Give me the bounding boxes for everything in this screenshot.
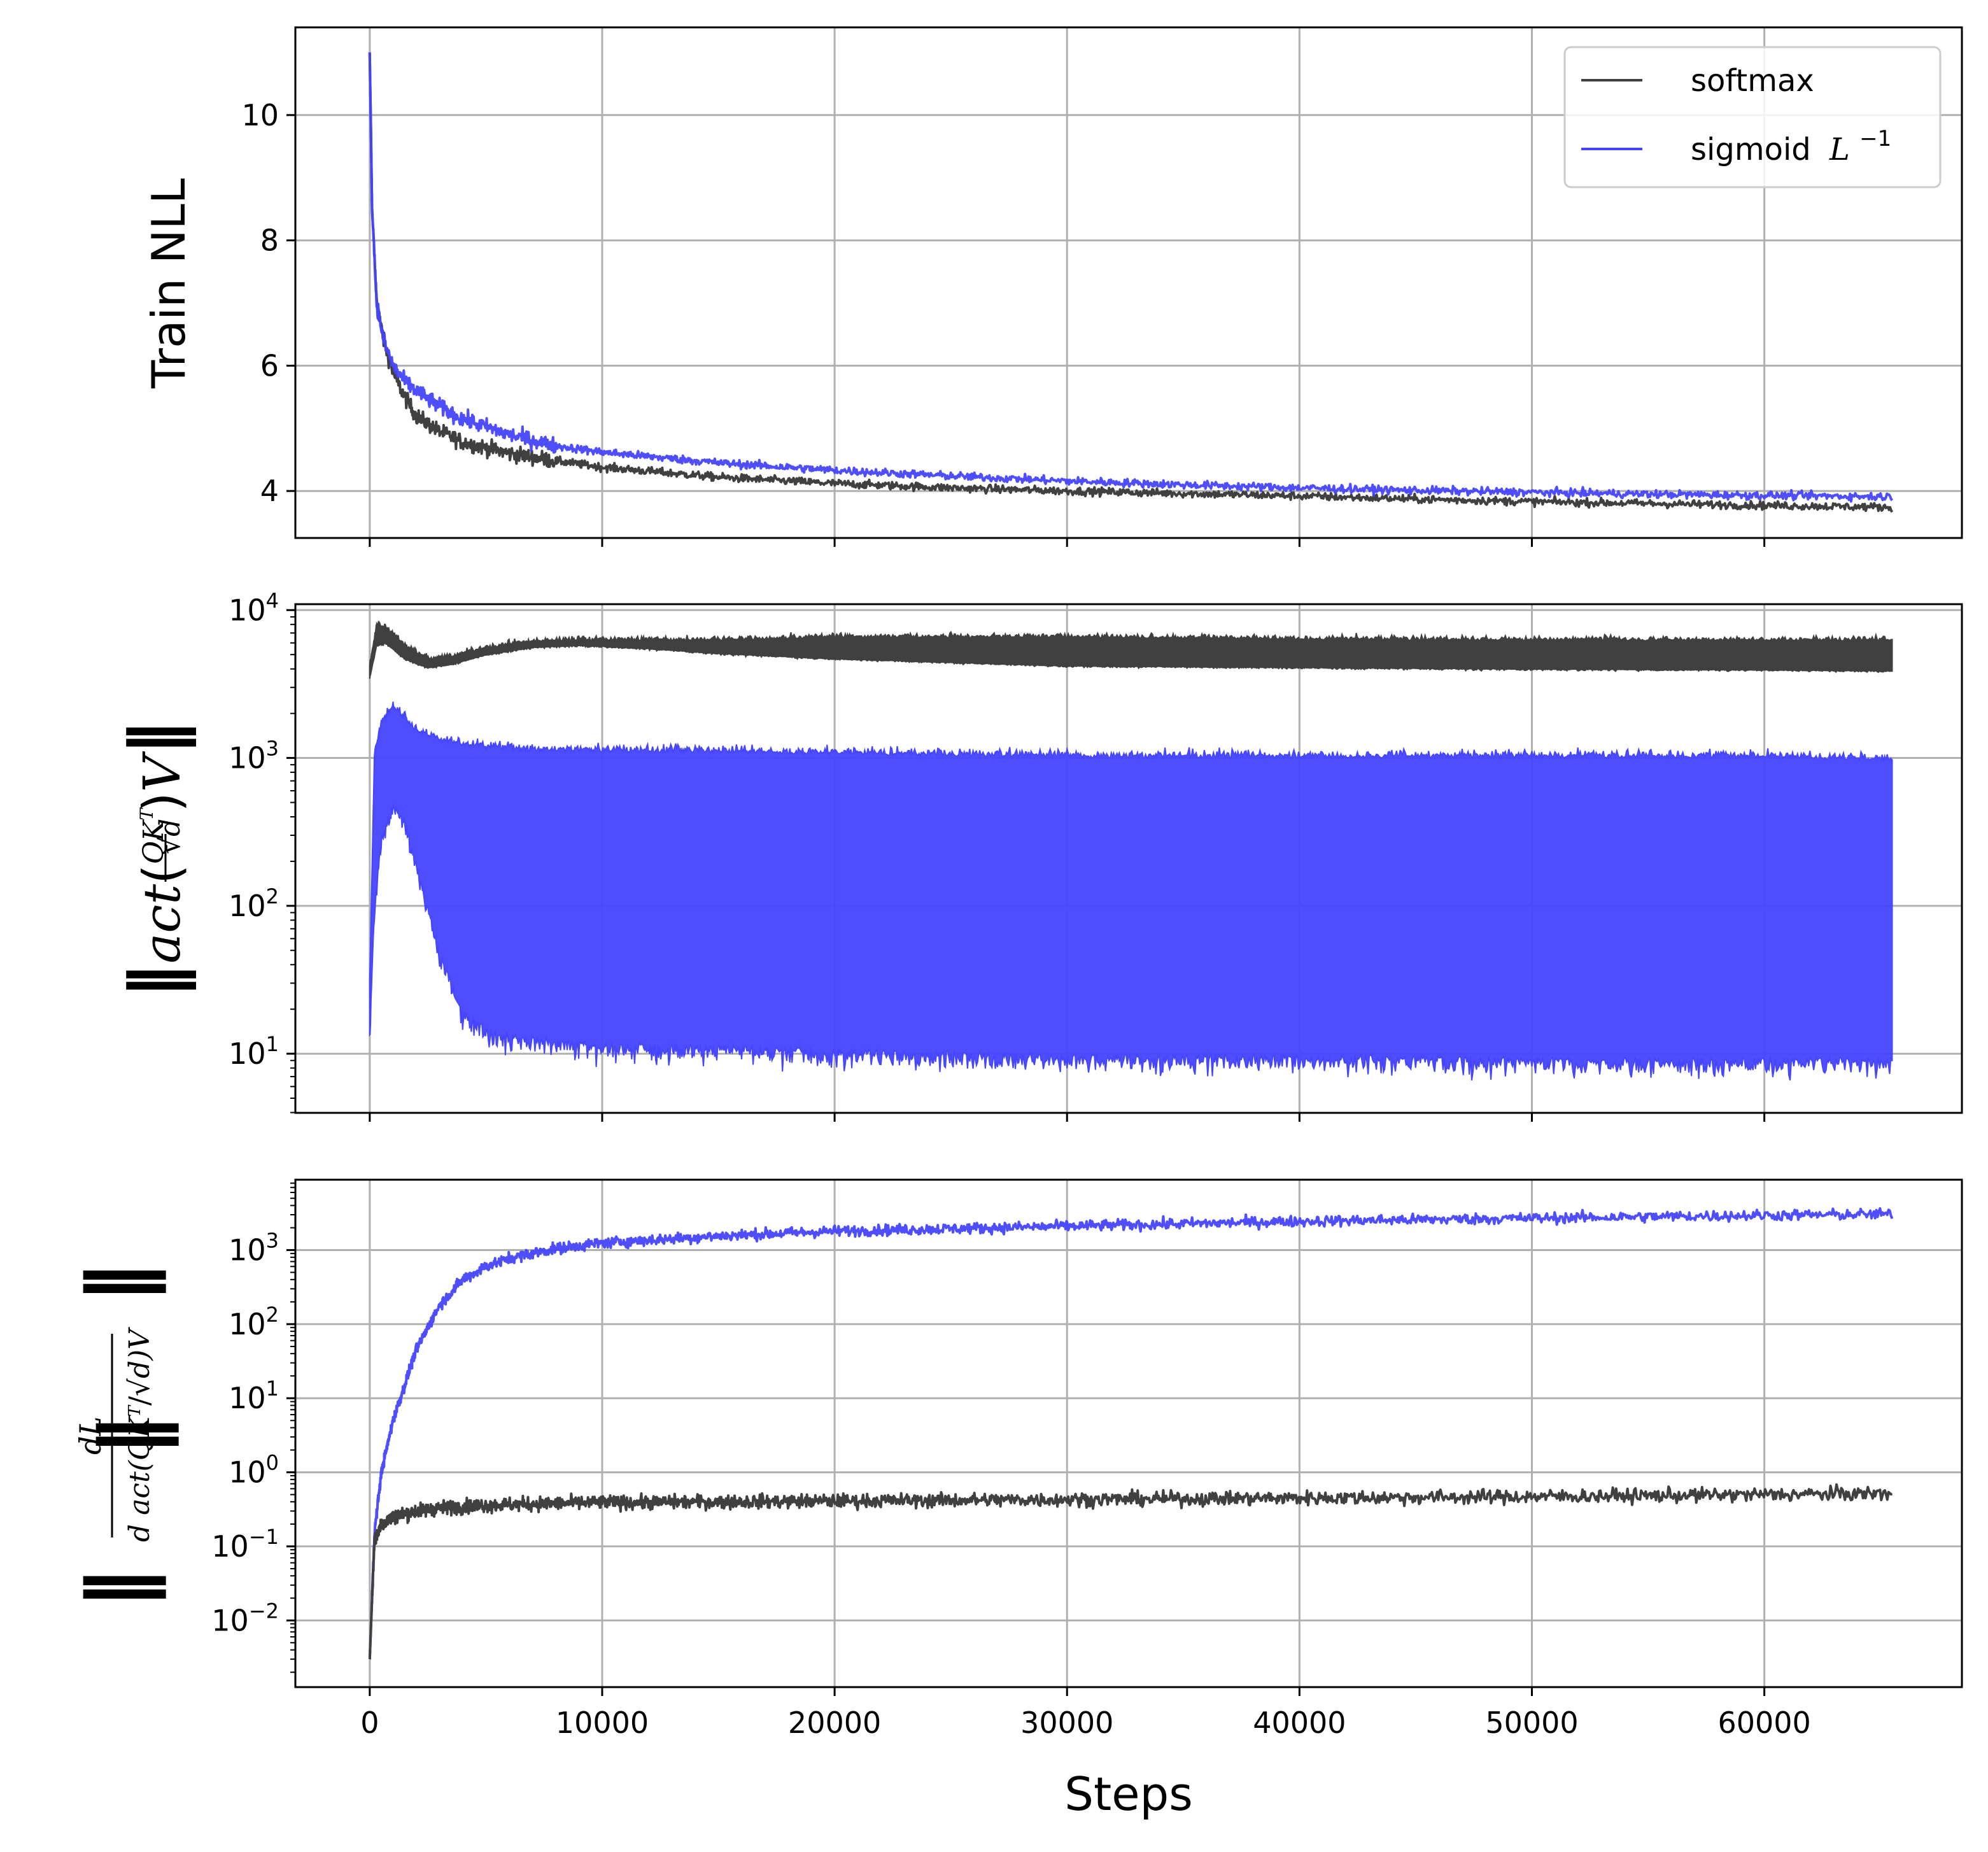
panel-train-nll: 4 6 8 10 Train NLL softmax sigmoid L −1: [142, 26, 1963, 547]
legend: softmax sigmoid L −1: [1563, 46, 1942, 188]
x-tick-label: 20000: [788, 1706, 881, 1740]
series-line-softmax-gradient: [368, 1483, 1893, 1660]
axes-frame-top: [294, 26, 1963, 539]
svg-text:‖: ‖: [69, 1568, 166, 1609]
panel-gradient-norm: 10−2 10−1 100 101 102 103 0 10000 20000 30000 400…: [69, 1178, 1963, 1821]
y-tick-label: 4: [260, 474, 279, 508]
x-axis-title: Steps: [1064, 1767, 1192, 1821]
y-tick-label: 10: [241, 98, 279, 132]
x-ticks-bot: 0 10000 20000 30000 40000 50000 60000: [360, 1687, 1811, 1740]
y-tick-label: 8: [260, 223, 279, 258]
y-tick-label: 6: [260, 348, 279, 383]
y-tick-label: 102: [229, 884, 279, 923]
svg-text:‖act(QKT√d)V‖: ‖act(QKT√d)V‖: [115, 721, 197, 999]
y-tick-label: 102: [229, 1303, 279, 1341]
series-line-sigmoid-nll: [368, 52, 1894, 503]
x-tick-label: 40000: [1253, 1706, 1346, 1740]
y-tick-label: 101: [229, 1376, 279, 1415]
y-axis-title-top: Train NLL: [142, 178, 195, 389]
series-band-softmax-activation: [369, 621, 1893, 679]
y-tick-label: 103: [229, 737, 279, 775]
y-tick-label: 103: [229, 1229, 279, 1268]
y-tick-label: 101: [229, 1032, 279, 1071]
y-tick-label: 104: [229, 588, 279, 627]
axes-frame-mid: [294, 603, 1963, 1114]
x-tick-label: 10000: [556, 1706, 649, 1740]
legend-box: [1563, 46, 1942, 188]
legend-label-softmax: softmax: [1691, 63, 1814, 99]
legend-label-sigmoid: sigmoid L −1: [1691, 126, 1891, 167]
y-ticks-mid: 101 102 103 104: [229, 588, 295, 1113]
series-band-sigmoid-activation: [369, 702, 1893, 1081]
svg-text:‖: ‖: [82, 1415, 179, 1457]
panel-activation-norm: 101 102 103 104 ‖act(QKT√d)V‖: [115, 588, 1963, 1122]
x-tick-label: 60000: [1717, 1706, 1810, 1740]
x-tick-label: 30000: [1020, 1706, 1113, 1740]
svg-text:d act(QKT/√d)V: d act(QKT/√d)V: [123, 1327, 156, 1542]
y-ticks-top: 4 6 8 10: [241, 98, 295, 508]
x-ticks-top: [369, 538, 1766, 547]
svg-text:dL: dL: [73, 1417, 108, 1455]
axes-frame-bot: [294, 1178, 1963, 1688]
series-line-sigmoid-gradient: [368, 1207, 1894, 1660]
y-tick-label: 10−1: [211, 1525, 279, 1564]
grid-top: [295, 27, 1962, 538]
y-tick-label: 100: [229, 1451, 279, 1490]
y-tick-label: 10−2: [211, 1599, 279, 1637]
y-axis-title-mid: ‖act(QKT√d)V‖: [115, 721, 197, 999]
y-axis-title-bot: ‖ dL d act(QKT/√d)V ‖ ‖: [69, 1262, 179, 1609]
svg-text:‖: ‖: [69, 1262, 166, 1304]
x-tick-label: 50000: [1485, 1706, 1578, 1740]
x-ticks-mid: [369, 1113, 1766, 1122]
y-ticks-bot: 10−2 10−1 100 101 102 103: [211, 1182, 295, 1673]
grid-bot: [295, 1180, 1962, 1687]
x-tick-label: 0: [360, 1706, 379, 1740]
